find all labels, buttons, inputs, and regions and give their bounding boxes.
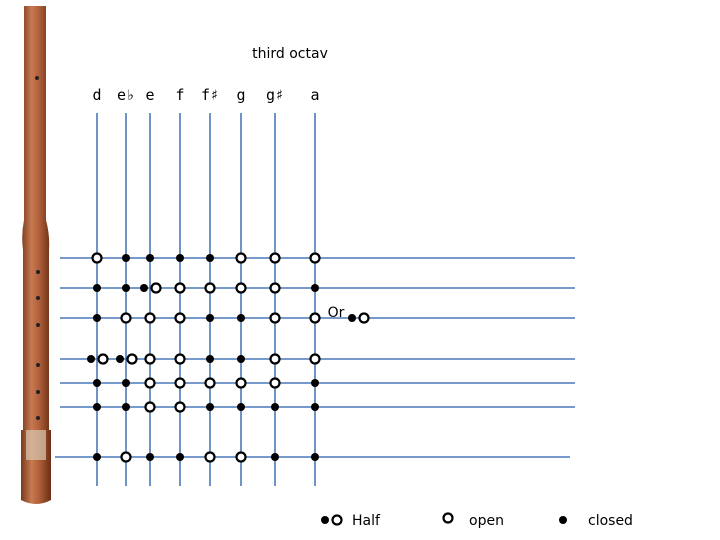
open-hole <box>144 353 156 365</box>
closed-hole <box>140 284 148 292</box>
open-hole <box>174 282 186 294</box>
alternative-label: Or <box>328 305 345 321</box>
closed-hole <box>311 379 319 387</box>
closed-hole <box>237 314 245 322</box>
closed-hole <box>146 254 154 262</box>
open-hole <box>204 451 216 463</box>
closed-hole <box>93 284 101 292</box>
open-hole <box>120 312 132 324</box>
closed-hole <box>176 453 184 461</box>
open-hole <box>269 353 281 365</box>
open-hole <box>144 312 156 324</box>
note-label: d <box>92 86 101 104</box>
recorder-hole <box>35 76 39 80</box>
open-hole <box>174 377 186 389</box>
recorder-body <box>21 6 51 504</box>
open-hole <box>150 282 162 294</box>
open-hole <box>204 377 216 389</box>
note-label: f <box>175 86 184 104</box>
open-hole <box>235 282 247 294</box>
open-hole <box>358 312 370 324</box>
closed-hole <box>122 403 130 411</box>
open-hole <box>331 514 343 526</box>
recorder-hole <box>36 416 40 420</box>
legend-label: closed <box>588 513 633 529</box>
closed-hole <box>122 254 130 262</box>
open-hole <box>235 377 247 389</box>
open-hole <box>269 377 281 389</box>
recorder-joint <box>26 430 46 460</box>
open-hole <box>120 451 132 463</box>
closed-hole <box>271 403 279 411</box>
open-hole <box>144 377 156 389</box>
closed-hole <box>116 355 124 363</box>
closed-hole <box>559 516 567 524</box>
note-label: g <box>236 86 245 104</box>
recorder-hole <box>36 296 40 300</box>
open-hole <box>309 252 321 264</box>
legend-label: open <box>469 513 504 529</box>
open-hole <box>269 252 281 264</box>
open-hole <box>204 282 216 294</box>
closed-hole <box>87 355 95 363</box>
closed-hole <box>93 453 101 461</box>
open-hole <box>269 282 281 294</box>
closed-hole <box>176 254 184 262</box>
closed-hole <box>271 453 279 461</box>
open-hole <box>144 401 156 413</box>
closed-hole <box>237 403 245 411</box>
closed-hole <box>237 355 245 363</box>
closed-hole <box>93 379 101 387</box>
recorder-hole <box>36 363 40 367</box>
closed-hole <box>206 403 214 411</box>
open-hole <box>235 252 247 264</box>
open-hole <box>309 312 321 324</box>
closed-hole <box>93 403 101 411</box>
open-hole <box>174 312 186 324</box>
note-label: f♯ <box>201 86 219 104</box>
legend-label: Half <box>352 513 381 529</box>
note-label: a <box>310 86 319 104</box>
recorder-hole <box>36 270 40 274</box>
open-hole <box>91 252 103 264</box>
closed-hole <box>206 254 214 262</box>
closed-hole <box>311 453 319 461</box>
closed-hole <box>311 403 319 411</box>
closed-hole <box>206 355 214 363</box>
closed-hole <box>93 314 101 322</box>
open-hole <box>442 512 454 524</box>
open-hole <box>174 353 186 365</box>
closed-hole <box>122 284 130 292</box>
closed-hole <box>348 314 356 322</box>
note-label: g♯ <box>266 86 284 104</box>
open-hole <box>174 401 186 413</box>
closed-hole <box>311 284 319 292</box>
open-hole <box>97 353 109 365</box>
open-hole <box>269 312 281 324</box>
closed-hole <box>321 516 329 524</box>
note-label: e <box>145 86 154 104</box>
closed-hole <box>206 314 214 322</box>
recorder <box>21 6 51 504</box>
recorder-hole <box>36 390 40 394</box>
recorder-hole <box>36 323 40 327</box>
note-label: e♭ <box>117 86 135 104</box>
title: third octav <box>252 46 328 62</box>
closed-hole <box>146 453 154 461</box>
closed-hole <box>122 379 130 387</box>
open-hole <box>235 451 247 463</box>
open-hole <box>126 353 138 365</box>
open-hole <box>309 353 321 365</box>
